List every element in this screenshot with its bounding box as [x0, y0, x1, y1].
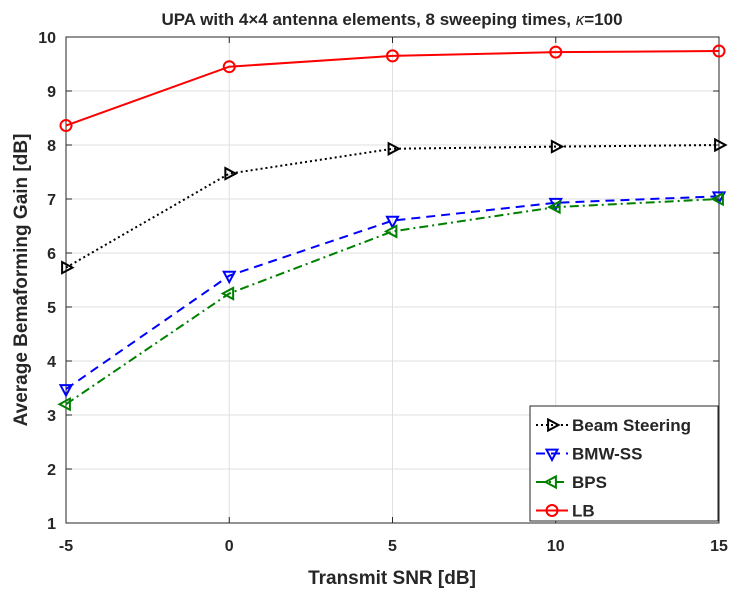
- y-tick-label: 4: [47, 354, 56, 371]
- y-tick-label: 5: [47, 300, 56, 317]
- data-point-bps: [547, 199, 561, 215]
- data-point-bmw-ss: [58, 384, 74, 398]
- x-tick-label: 5: [388, 538, 397, 555]
- data-point-bps: [383, 224, 398, 239]
- legend-label-bps: BPS: [572, 473, 607, 492]
- title-part-3: =100: [584, 10, 622, 29]
- y-tick-label: 8: [47, 138, 56, 155]
- title-part-2: 4 antenna elements, 8 sweeping times,: [258, 10, 575, 29]
- data-point-bps: [710, 191, 724, 207]
- data-point-bmw-ss: [222, 270, 237, 285]
- data-point-beam-steering: [224, 166, 238, 181]
- y-tick-label: 2: [47, 462, 56, 479]
- y-tick-label: 6: [47, 246, 56, 263]
- data-point-beam-steering: [387, 141, 402, 156]
- series-group: [57, 44, 728, 412]
- data-point-lb: [712, 44, 726, 58]
- x-axis-label: Transmit SNR [dB]: [308, 568, 476, 589]
- series-bps: [57, 191, 724, 412]
- data-point-lb: [386, 49, 399, 63]
- series-beam-steering: [61, 137, 728, 275]
- data-point-lb: [59, 119, 73, 133]
- data-point-bps: [57, 397, 71, 412]
- chart-title: UPA with 4×4 antenna elements, 8 sweepin…: [161, 10, 622, 29]
- series-line-bps: [65, 198, 720, 406]
- y-tick-label: 3: [47, 408, 56, 425]
- y-tick-label: 1: [47, 516, 56, 533]
- y-tick-label: 10: [38, 30, 56, 47]
- data-point-lb: [222, 60, 236, 74]
- legend-marker-bmw-ss: [544, 448, 560, 463]
- legend-label-lb: LB: [572, 502, 595, 521]
- series-lb: [59, 44, 726, 133]
- y-axis-label: Average Bemaforming Gain [dB]: [11, 134, 32, 427]
- series-line-lb: [65, 50, 720, 127]
- legend-marker-bps: [543, 474, 557, 490]
- data-point-lb: [549, 45, 563, 59]
- data-point-bps: [220, 286, 235, 301]
- title-kappa-symbol: κ: [576, 10, 586, 29]
- title-times-symbol: ×: [248, 10, 258, 29]
- legend-marker-beam-steering: [547, 417, 561, 433]
- data-point-beam-steering: [550, 139, 565, 154]
- x-tick-label: 15: [710, 538, 728, 555]
- series-line-beam-steering: [65, 144, 720, 269]
- data-point-beam-steering: [61, 260, 75, 275]
- x-tick-label: -5: [59, 538, 73, 555]
- y-tick-label: 7: [47, 192, 56, 209]
- x-tick-label: 10: [547, 538, 565, 555]
- title-part-1: UPA with 4: [161, 10, 248, 29]
- series-line-bmw-ss: [65, 195, 720, 390]
- legend-label-bmw-ss: BMW-SS: [572, 445, 642, 464]
- legend-label-beam-steering: Beam Steering: [572, 416, 691, 435]
- x-tick-label: 0: [225, 538, 234, 555]
- legend: Beam Steering BMW-SS BPS LB: [529, 405, 719, 522]
- legend-marker-lb: [545, 504, 559, 517]
- data-point-bmw-ss: [385, 215, 400, 230]
- data-point-beam-steering: [714, 137, 728, 153]
- y-tick-label: 9: [47, 84, 56, 101]
